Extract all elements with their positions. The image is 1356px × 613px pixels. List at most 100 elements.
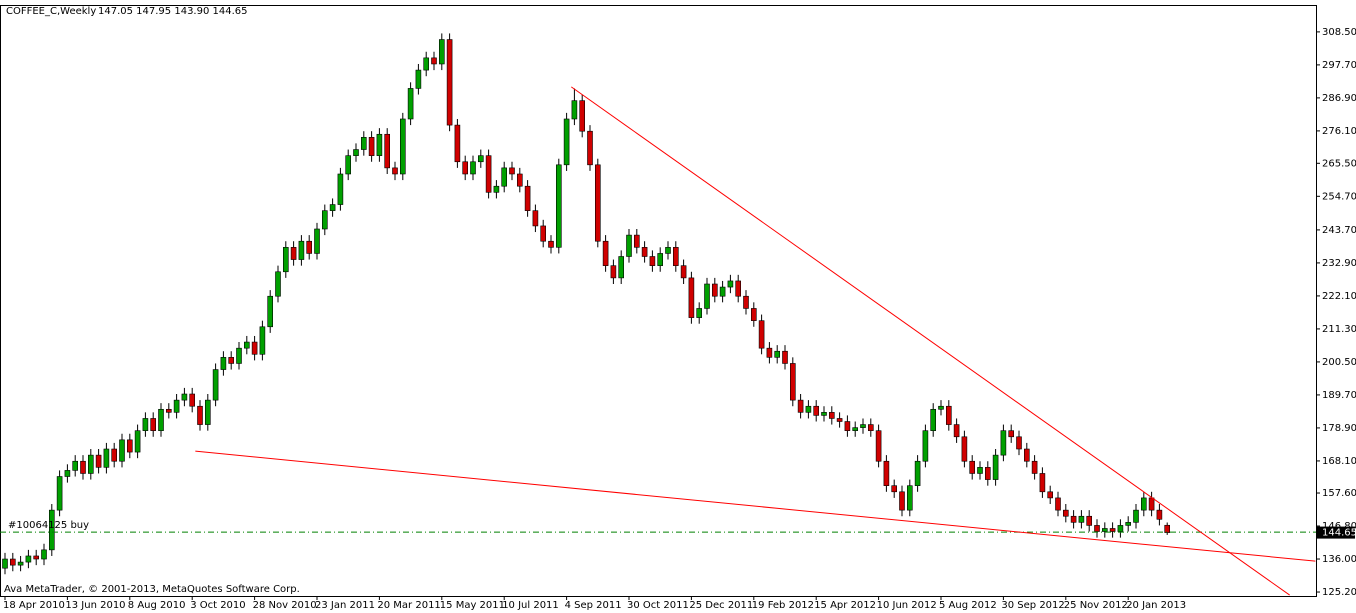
- x-tick-label: 20 Jan 2013: [1126, 600, 1186, 611]
- candle-body: [641, 247, 648, 257]
- candle-body: [626, 234, 632, 257]
- candle-body: [696, 308, 703, 318]
- x-tick-label: 3 Oct 2010: [190, 600, 245, 611]
- y-tick-label: 178.90: [1322, 423, 1356, 434]
- candle-body: [205, 399, 211, 425]
- x-tick-label: 10 Jun 2012: [877, 600, 937, 611]
- candle-body: [711, 283, 718, 297]
- y-tick-label: 125.20: [1322, 587, 1356, 598]
- candle-body: [236, 347, 242, 364]
- candle-body: [828, 412, 835, 419]
- x-tick-label: 25 Nov 2012: [1064, 600, 1128, 611]
- candle-body: [485, 155, 492, 193]
- x-tick-label: 30 Oct 2011: [627, 600, 689, 611]
- candle-body: [649, 256, 656, 266]
- candle-body: [821, 412, 827, 416]
- candle-body: [477, 155, 484, 163]
- candle-body: [727, 280, 734, 288]
- x-tick-label: 5 Aug 2012: [939, 600, 997, 611]
- x-tick-label: 15 Apr 2012: [814, 600, 876, 611]
- candle-body: [813, 405, 820, 416]
- candle-body: [501, 167, 508, 187]
- candle-body: [415, 69, 422, 89]
- current-price-label: 144.65: [1322, 528, 1356, 539]
- candle-body: [267, 295, 274, 328]
- y-tick-label: 276.10: [1322, 126, 1356, 137]
- candle-body: [836, 418, 843, 422]
- x-tick-label: 4 Sep 2011: [565, 600, 622, 611]
- candle-body: [1125, 522, 1131, 526]
- order-label: #10064125 buy: [8, 520, 89, 531]
- candle-body: [992, 454, 999, 480]
- candle-body: [1117, 525, 1124, 532]
- candle-body: [509, 167, 515, 175]
- candle-body: [602, 240, 609, 266]
- candle-body: [852, 427, 859, 431]
- y-tick-label: 243.70: [1322, 225, 1356, 236]
- candle-body: [290, 247, 297, 260]
- candle-body: [103, 448, 110, 468]
- candle-body: [220, 357, 227, 370]
- candle-body: [251, 341, 258, 355]
- candle-body: [368, 137, 375, 156]
- candle-body: [275, 271, 281, 297]
- candle-body: [119, 439, 125, 462]
- candle-body: [1024, 448, 1030, 462]
- candle-body: [758, 320, 765, 349]
- y-tick-label: 211.30: [1322, 324, 1356, 335]
- y-tick-label: 254.70: [1322, 191, 1356, 202]
- candle-body: [1141, 497, 1147, 511]
- candle-body: [189, 393, 195, 407]
- candle-body: [1000, 430, 1007, 456]
- plot-frame: [0, 5, 1317, 597]
- candle-body: [282, 247, 289, 273]
- candle-body: [446, 39, 453, 126]
- candle-body: [524, 185, 531, 211]
- candle-body: [540, 225, 547, 242]
- y-tick-label: 265.50: [1322, 158, 1356, 169]
- trend-line: [195, 450, 1316, 562]
- candle-body: [80, 460, 86, 474]
- candle-body: [345, 155, 352, 175]
- candle-body: [150, 418, 156, 431]
- candle-body: [750, 308, 757, 321]
- candle-body: [579, 100, 586, 132]
- candle-body: [883, 460, 890, 486]
- y-tick-label: 157.60: [1322, 488, 1356, 499]
- candle-body: [454, 124, 461, 163]
- x-tick-label: 30 Sep 2012: [1001, 600, 1064, 611]
- candle-body: [657, 253, 664, 266]
- candle-body: [860, 424, 866, 428]
- candle-body: [969, 460, 976, 474]
- candle-body: [1148, 497, 1155, 511]
- candle-body: [1070, 515, 1077, 523]
- candle-body: [470, 161, 476, 175]
- y-tick-label: 189.70: [1322, 390, 1356, 401]
- candle-body: [111, 448, 117, 462]
- candle-body: [961, 436, 968, 462]
- candle-body: [1102, 528, 1108, 532]
- candle-body: [875, 430, 882, 462]
- y-tick-label: 168.10: [1322, 456, 1356, 467]
- candle-body: [953, 424, 960, 438]
- candle-body: [1047, 491, 1053, 499]
- candle-body: [259, 326, 266, 355]
- candle-body: [88, 454, 94, 474]
- y-tick-label: 200.50: [1322, 357, 1356, 368]
- candle-body: [610, 265, 617, 279]
- candle-body: [10, 558, 16, 566]
- candle-body: [735, 280, 742, 297]
- x-tick-label: 23 Jan 2011: [315, 600, 375, 611]
- candle-body: [25, 555, 32, 563]
- x-tick-label: 10 Jul 2011: [502, 600, 559, 611]
- candle-body: [922, 430, 929, 462]
- candle-body: [743, 295, 749, 309]
- x-tick-label: 15 May 2011: [440, 600, 505, 611]
- candle-body: [680, 265, 687, 279]
- candle-body: [844, 421, 851, 431]
- candle-body: [930, 408, 937, 431]
- candle-body: [805, 405, 812, 413]
- candle-body: [672, 247, 679, 266]
- y-tick-label: 297.70: [1322, 60, 1356, 71]
- candle-body: [906, 485, 913, 511]
